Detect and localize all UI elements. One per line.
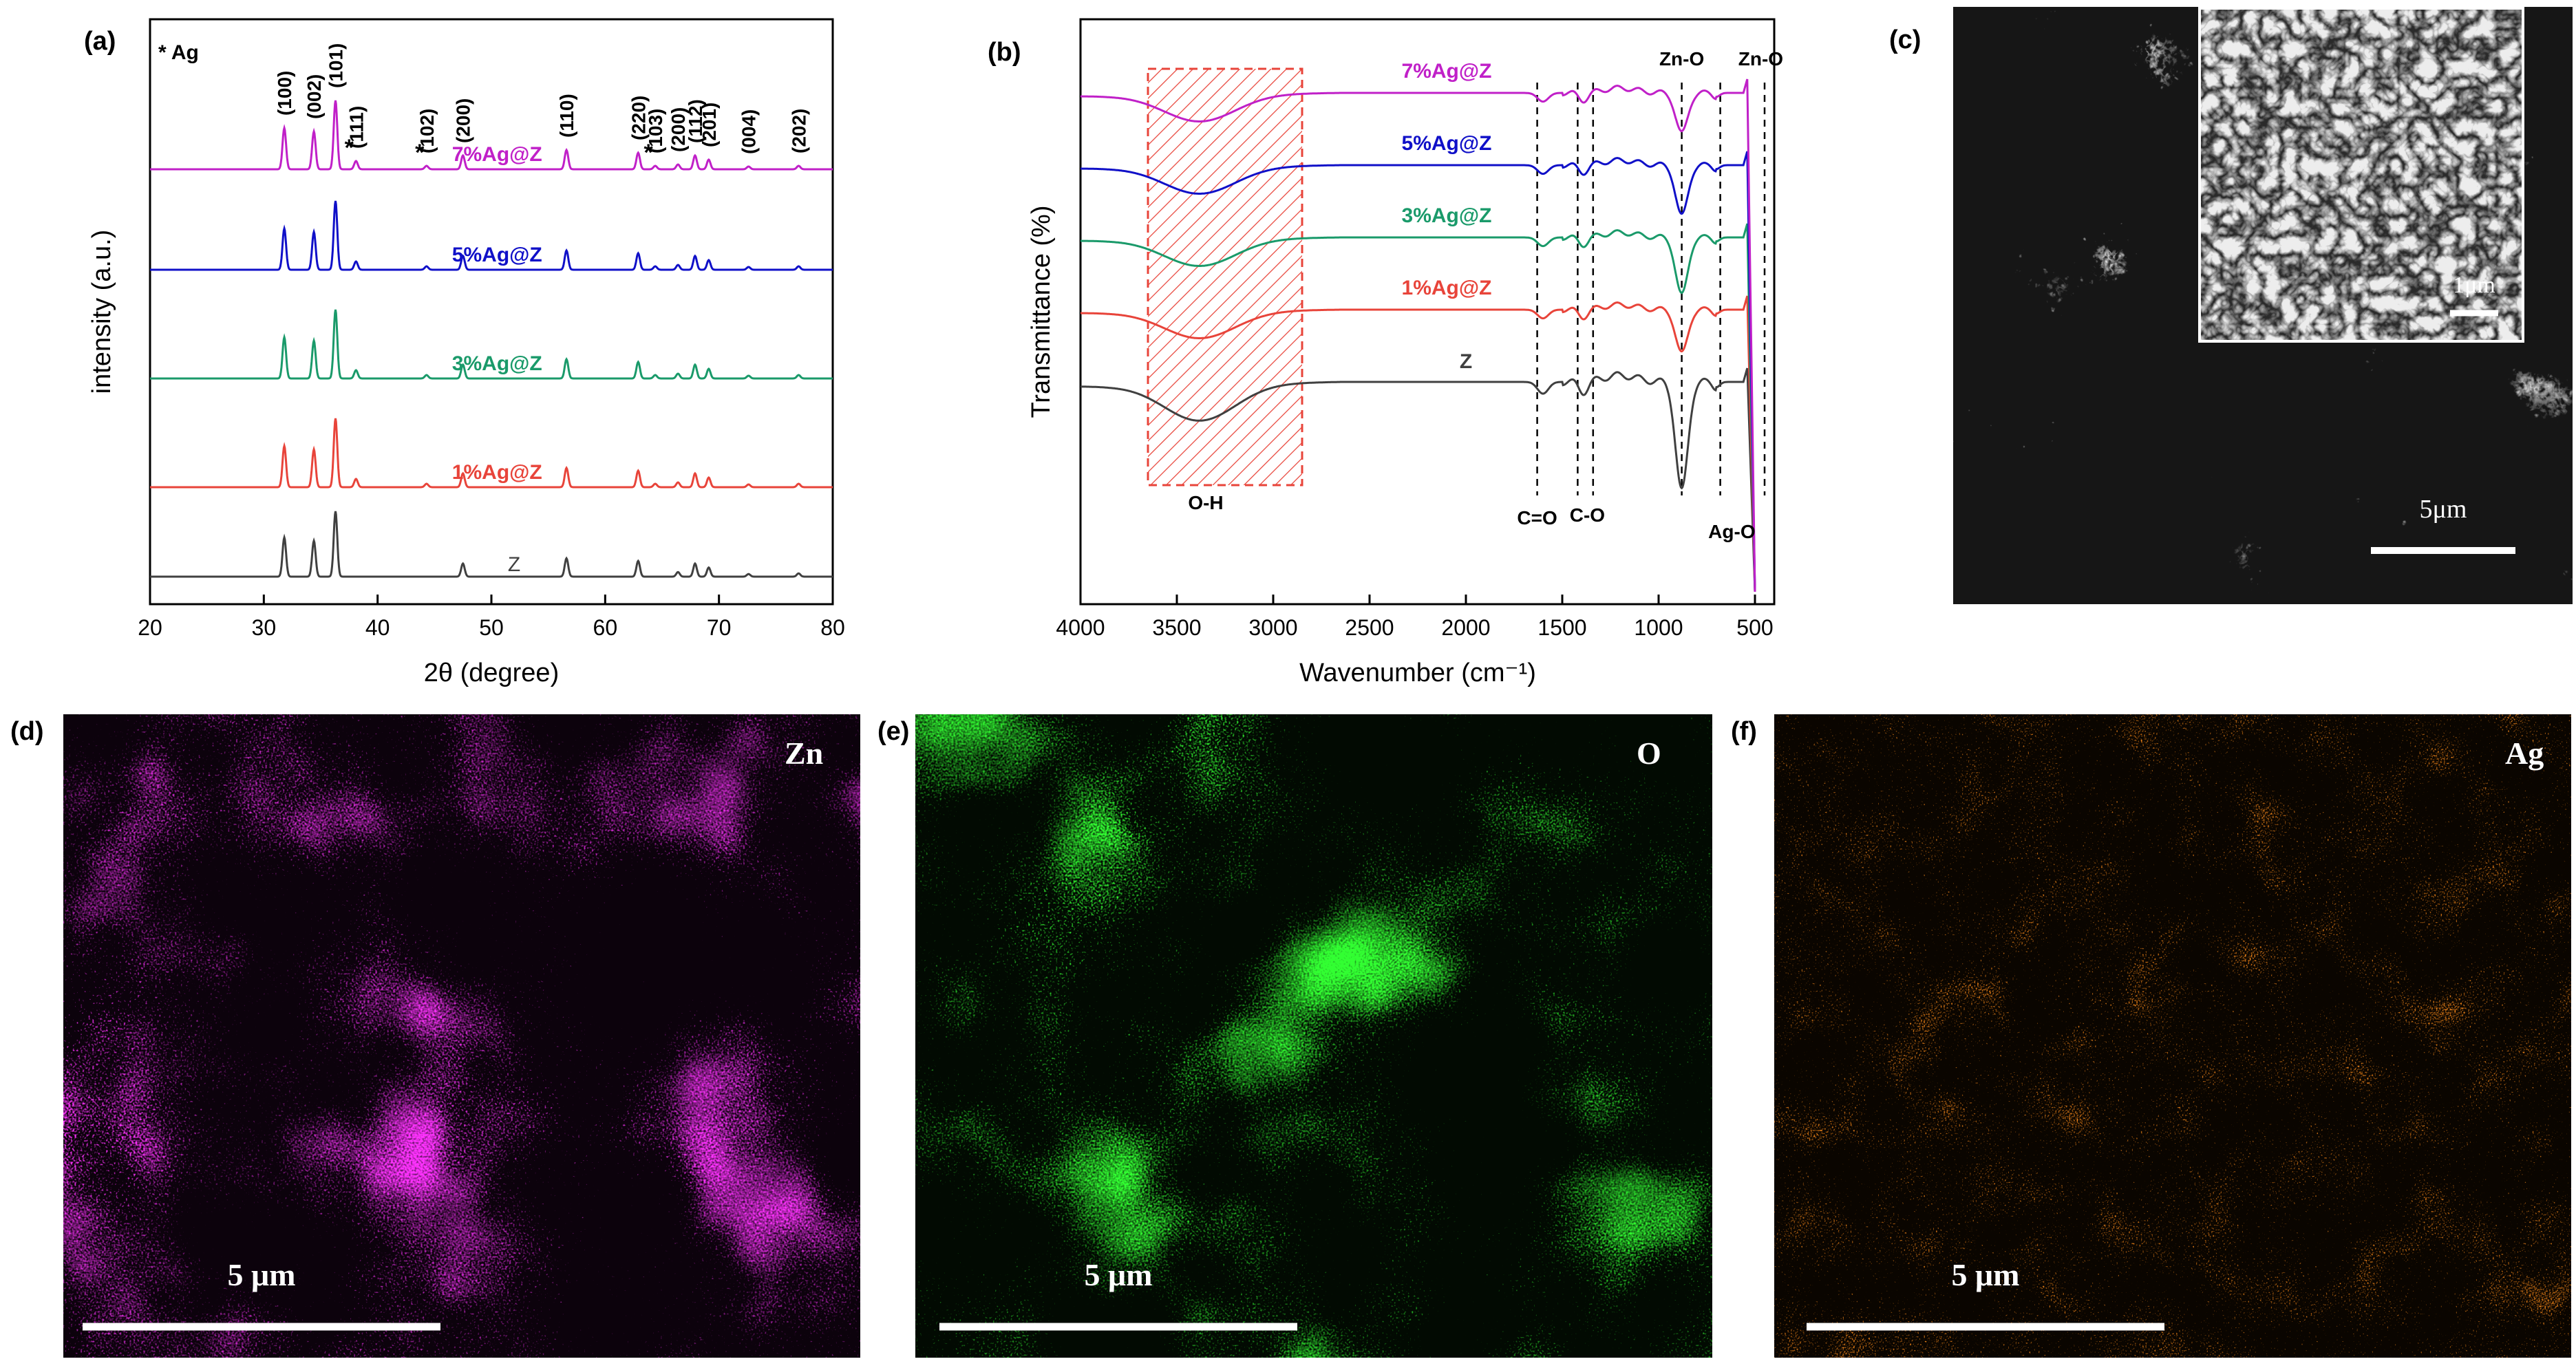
xrd-plot-frame [149,18,834,606]
panel-label-d: (d) [10,717,44,746]
xrd-peak-label: (101) [325,43,346,88]
ftir-series-Z [1081,367,1756,592]
xrd-x-tick-label: 30 [252,615,277,640]
ftir-curves: Z 1%Ag@Z 3%Ag@Z 5%Ag@Z 7%Ag@Z [1081,60,1756,592]
ftir-x-tick-label: 2000 [1441,615,1490,640]
ftir-x-tick-label: 1500 [1537,615,1586,640]
xrd-series-5%Ag@Z [150,200,833,271]
zn-map-panel: (d) Zn 5 μm [10,714,860,1358]
ftir-annotation: C-O [1570,504,1605,526]
ftir-dashed-markers [1536,83,1766,495]
ftir-series-1%Ag@Z [1081,295,1756,592]
xrd-x-tick-label: 60 [593,615,618,640]
sem-inset-texture [2201,10,2522,340]
xrd-peak-label: (202) [788,109,809,153]
ftir-series-7%Ag@Z [1081,78,1756,592]
panel-label-e: (e) [877,717,909,746]
panel-label-c: (c) [1889,25,1921,54]
ftir-series-label: 5%Ag@Z [1402,132,1492,155]
oh-hatched-band [1147,67,1303,487]
ftir-series-label: Z [1460,350,1472,373]
xrd-peak-label: (102) [416,109,438,153]
xrd-series-Z [150,511,833,578]
xrd-peak-label: (112) [685,99,706,143]
ftir-series-label: 3%Ag@Z [1402,204,1492,227]
xrd-x-axis-title: 2θ (degree) [424,659,559,687]
ag-map-texture [1774,714,2571,1358]
xrd-series-label: 5%Ag@Z [452,244,542,266]
ftir-x-axis: 4000 3500 3000 2500 2000 1500 1000 500 [1056,595,1774,640]
o-map-texture [915,714,1712,1358]
xrd-panel: (a) * Ag 20 30 40 50 60 70 80 Z 1%Ag@Z 3%Ag@Z 5%A… [84,18,845,687]
panel-label-b: (b) [988,38,1021,67]
ag-map-panel: (f) Ag 5 μm [1731,714,2571,1358]
ftir-x-axis-title: Wavenumber (cm⁻¹) [1299,659,1536,687]
xrd-series-label: 3%Ag@Z [452,352,542,375]
xrd-peak-label: (004) [738,109,760,154]
xrd-peak-label: (100) [274,71,295,116]
o-element-label: O [1637,736,1661,771]
xrd-series-3%Ag@Z [150,309,833,380]
xrd-curves: Z 1%Ag@Z 3%Ag@Z 5%Ag@Z 7%Ag@Z [150,100,833,578]
ag-element-label: Ag [2505,736,2544,771]
xrd-peak-label: (103) [645,109,666,153]
xrd-series-1%Ag@Z [150,418,833,489]
ag-scale-label: 5 μm [1952,1257,2020,1292]
ag-peak-marker: * [345,135,354,161]
ftir-x-tick-label: 500 [1736,615,1773,640]
ftir-annotations: O-H C=O C-O Ag-O Zn-O Zn-O [1188,48,1783,542]
xrd-y-axis-title: intensity (a.u.) [87,230,116,394]
xrd-peak-label: (220) [628,96,649,140]
xrd-x-tick-label: 70 [707,615,732,640]
xrd-peak-label: (200) [668,107,689,152]
xrd-series-label: Z [508,553,520,576]
ag-peak-marker: * [643,140,653,166]
ftir-annotation: O-H [1188,492,1223,513]
ftir-annotation: Zn-O [1738,48,1783,70]
o-scale-label: 5 μm [1085,1257,1153,1292]
ftir-annotation: Zn-O [1659,48,1704,70]
o-map-panel: (e) O 5 μm [877,714,1712,1358]
ftir-panel: (b) 4000 3500 3000 2500 2000 1500 1000 500 Z 1%A… [988,18,1783,687]
xrd-x-tick-label: 80 [820,615,845,640]
xrd-peak-label: (111) [345,106,367,149]
ftir-annotation: C=O [1517,507,1557,528]
ftir-series-5%Ag@Z [1081,151,1756,592]
xrd-series-label: 1%Ag@Z [452,461,542,484]
ftir-series-label: 1%Ag@Z [1402,277,1492,299]
ftir-plot-frame [1079,18,1776,606]
xrd-peak-label: (201) [699,103,720,147]
sem-scale-label: 5μm [2420,495,2467,524]
xrd-x-axis: 20 30 40 50 60 70 80 [138,595,845,640]
ftir-x-tick-label: 3000 [1248,615,1297,640]
sem-inset-scale-label: 1μm [2453,272,2495,298]
xrd-x-tick-label: 20 [138,615,162,640]
xrd-peak-label: (002) [304,74,325,119]
ftir-annotation: Ag-O [1708,521,1755,542]
ftir-series-3%Ag@Z [1081,223,1756,592]
ag-peak-marker: * [415,140,425,166]
ag-legend-note: * Ag [158,41,199,64]
zn-element-label: Zn [785,736,823,771]
xrd-series-7%Ag@Z [150,100,833,171]
panel-label-a: (a) [84,27,116,56]
xrd-peak-labels: (100) (002)(101)(111)* (102)*(200) (110) (22… [274,43,809,166]
ftir-x-tick-label: 4000 [1056,615,1105,640]
sem-panel: (c) 1μm 5μm [1889,7,2573,604]
ftir-x-tick-label: 1000 [1634,615,1683,640]
ftir-series-label: 7%Ag@Z [1402,60,1492,83]
zn-map-texture [63,714,860,1358]
xrd-peak-label: (200) [453,98,474,143]
xrd-peak-label: (110) [556,94,577,138]
panel-label-f: (f) [1731,717,1757,746]
ftir-y-axis-title: Transmittance (%) [1027,206,1056,418]
ftir-x-tick-label: 2500 [1345,615,1394,640]
xrd-series-label: 7%Ag@Z [452,143,542,166]
xrd-x-tick-label: 50 [479,615,504,640]
xrd-x-tick-label: 40 [365,615,390,640]
ftir-x-tick-label: 3500 [1152,615,1201,640]
zn-scale-label: 5 μm [228,1257,296,1292]
